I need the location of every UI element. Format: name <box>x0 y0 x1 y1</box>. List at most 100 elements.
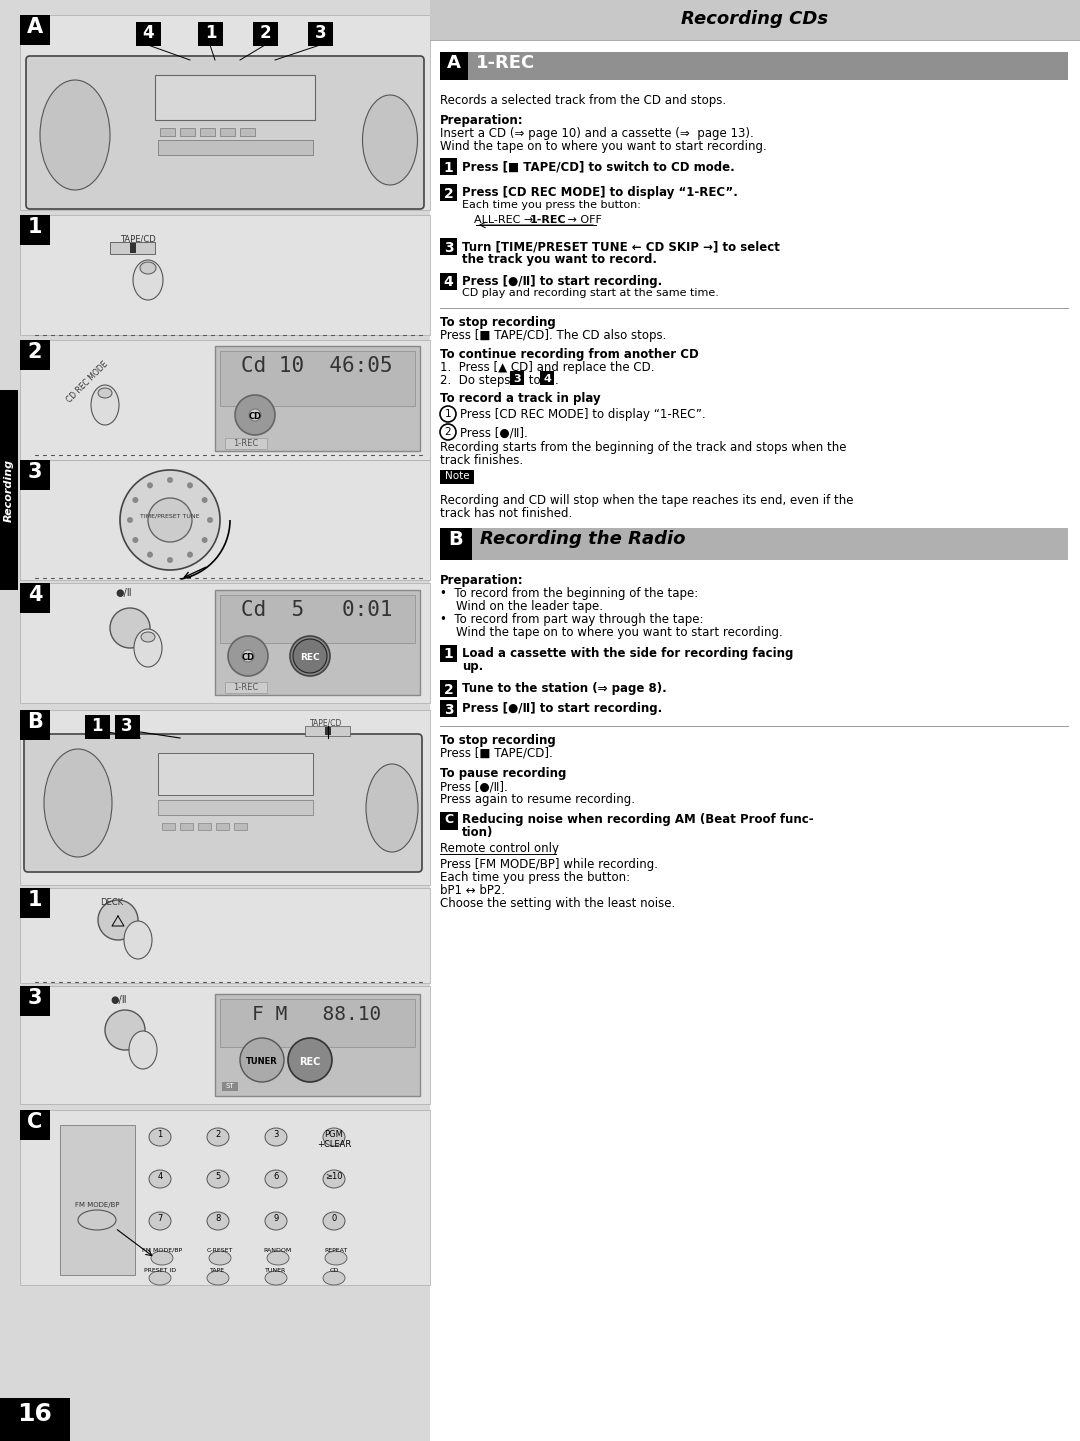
Text: 3: 3 <box>28 463 42 481</box>
Text: Preparation:: Preparation: <box>440 574 524 586</box>
Text: 7: 7 <box>158 1213 163 1223</box>
Text: the track you want to record.: the track you want to record. <box>462 254 657 267</box>
Bar <box>430 0 1080 1441</box>
Bar <box>158 140 313 156</box>
FancyBboxPatch shape <box>26 56 424 209</box>
Text: 4: 4 <box>143 24 154 42</box>
Circle shape <box>187 483 193 488</box>
Text: B: B <box>27 712 43 732</box>
Text: Preparation:: Preparation: <box>440 114 524 127</box>
Bar <box>440 159 457 174</box>
Text: 2: 2 <box>444 683 454 696</box>
Text: 3: 3 <box>444 703 454 716</box>
Ellipse shape <box>207 1271 229 1285</box>
Text: Recording starts from the beginning of the track and stops when the: Recording starts from the beginning of t… <box>440 441 847 454</box>
Circle shape <box>105 1010 145 1050</box>
Text: Wind the tape on to where you want to start recording.: Wind the tape on to where you want to st… <box>456 625 783 638</box>
Bar <box>21 888 50 918</box>
Bar <box>21 340 430 460</box>
Bar <box>225 682 267 693</box>
Text: Load a cassette with the side for recording facing: Load a cassette with the side for record… <box>462 647 794 660</box>
Text: 0: 0 <box>332 1213 337 1223</box>
Text: Recording the Radio: Recording the Radio <box>480 530 686 548</box>
Bar <box>222 1082 238 1091</box>
Circle shape <box>127 517 133 523</box>
Ellipse shape <box>207 1128 229 1146</box>
Text: 4: 4 <box>543 375 551 383</box>
Bar <box>21 1110 430 1285</box>
Text: TAPE/CD: TAPE/CD <box>310 718 342 728</box>
Ellipse shape <box>140 262 156 274</box>
Text: C: C <box>445 813 454 826</box>
Text: 1: 1 <box>91 718 103 735</box>
Bar <box>21 888 430 983</box>
Text: Press [■ TAPE/CD].: Press [■ TAPE/CD]. <box>440 746 553 759</box>
Bar <box>220 352 415 406</box>
Bar <box>234 823 247 830</box>
Text: to: to <box>525 375 544 388</box>
Bar <box>21 215 430 334</box>
Ellipse shape <box>363 95 418 184</box>
Text: REC: REC <box>299 1058 321 1066</box>
Text: Cd 10  46:05: Cd 10 46:05 <box>241 356 393 376</box>
Bar <box>198 22 222 46</box>
Text: 1: 1 <box>444 647 454 661</box>
Text: Turn [TIME/PRESET TUNE ← CD SKIP →] to select: Turn [TIME/PRESET TUNE ← CD SKIP →] to s… <box>462 241 780 254</box>
Bar <box>440 527 472 561</box>
Text: Press [●/Ⅱ] to start recording.: Press [●/Ⅱ] to start recording. <box>462 702 662 715</box>
Bar <box>160 128 175 135</box>
Text: Recording CDs: Recording CDs <box>681 10 828 27</box>
Circle shape <box>120 470 220 571</box>
Text: 1.  Press [▲ CD] and replace the CD.: 1. Press [▲ CD] and replace the CD. <box>440 362 654 375</box>
Text: Tune to the station (⇒ page 8).: Tune to the station (⇒ page 8). <box>462 682 666 695</box>
Text: 3: 3 <box>28 989 42 1009</box>
Ellipse shape <box>98 388 112 398</box>
FancyBboxPatch shape <box>24 733 422 872</box>
Bar <box>440 52 1068 81</box>
Text: •  To record from the beginning of the tape:: • To record from the beginning of the ta… <box>440 586 699 599</box>
Text: To stop recording: To stop recording <box>440 316 556 329</box>
Bar <box>21 986 50 1016</box>
Text: CD REC MODE: CD REC MODE <box>65 360 110 405</box>
Ellipse shape <box>40 81 110 190</box>
Text: 3: 3 <box>314 24 326 42</box>
Text: Press [CD REC MODE] to display “1-REC”.: Press [CD REC MODE] to display “1-REC”. <box>462 186 738 199</box>
Text: 3: 3 <box>444 241 454 255</box>
Text: .: . <box>555 375 558 388</box>
Circle shape <box>235 395 275 435</box>
Bar <box>440 470 474 484</box>
Circle shape <box>440 406 456 422</box>
Bar <box>0 1398 70 1441</box>
Text: Recording and CD will stop when the tape reaches its end, even if the: Recording and CD will stop when the tape… <box>440 494 853 507</box>
Text: TIME/PRESET TUNE: TIME/PRESET TUNE <box>140 514 200 519</box>
Bar <box>253 22 278 46</box>
Circle shape <box>291 635 330 676</box>
Bar <box>200 128 215 135</box>
Text: CD: CD <box>248 412 261 421</box>
Text: track finishes.: track finishes. <box>440 454 523 467</box>
Ellipse shape <box>323 1271 345 1285</box>
Bar <box>21 215 50 245</box>
Text: DECK: DECK <box>100 898 123 906</box>
Bar <box>21 14 50 45</box>
Ellipse shape <box>141 633 156 643</box>
Ellipse shape <box>265 1170 287 1187</box>
Bar <box>162 823 175 830</box>
Ellipse shape <box>91 385 119 425</box>
Text: Remote control only: Remote control only <box>440 842 559 855</box>
Bar <box>180 128 195 135</box>
Text: Wind on the leader tape.: Wind on the leader tape. <box>456 599 603 612</box>
Ellipse shape <box>78 1210 116 1231</box>
Text: FM MODE/BP: FM MODE/BP <box>141 1248 183 1254</box>
Bar <box>510 370 524 385</box>
Text: 1: 1 <box>445 409 451 419</box>
Circle shape <box>187 552 193 558</box>
Bar <box>325 728 330 735</box>
Circle shape <box>242 650 254 661</box>
Circle shape <box>167 477 173 483</box>
Text: bP1 ↔ bP2.: bP1 ↔ bP2. <box>440 883 505 896</box>
Bar <box>215 994 420 1097</box>
Text: Press again to resume recording.: Press again to resume recording. <box>440 793 635 806</box>
Text: C: C <box>27 1112 42 1133</box>
Text: 4: 4 <box>444 275 454 290</box>
